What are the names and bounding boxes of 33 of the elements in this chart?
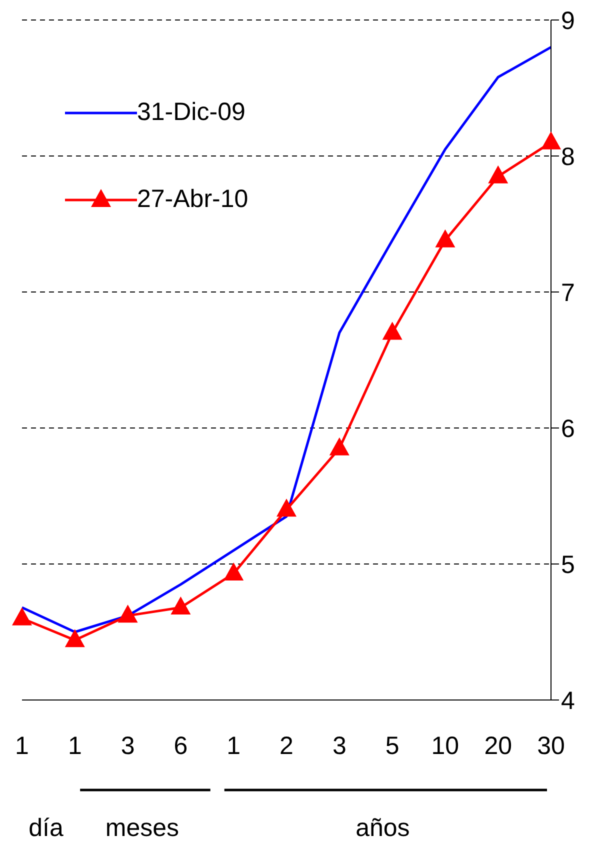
x-tick-label: 3 bbox=[120, 732, 135, 760]
x-tick-label: 10 bbox=[431, 732, 460, 760]
text: día bbox=[28, 814, 64, 841]
point bbox=[382, 322, 402, 340]
point bbox=[12, 607, 32, 626]
y-tick-label: 5 bbox=[561, 550, 575, 579]
x-tick-label: 1 bbox=[226, 732, 241, 760]
x-tick-label: 3 bbox=[332, 732, 346, 760]
point bbox=[541, 131, 561, 150]
text: años bbox=[356, 814, 410, 841]
x-tick-label: 1 bbox=[68, 732, 82, 760]
y-tick-label: 4 bbox=[561, 686, 575, 715]
x-tick-label: 20 bbox=[484, 732, 512, 760]
point bbox=[276, 498, 296, 517]
legend-label: 31-Dic-09 bbox=[137, 98, 246, 127]
point bbox=[170, 596, 191, 615]
y-tick-label: 7 bbox=[561, 278, 575, 307]
point bbox=[329, 437, 350, 456]
x-tick-label: 30 bbox=[537, 732, 565, 760]
text: meses bbox=[105, 814, 180, 841]
point bbox=[435, 229, 456, 248]
x-tick-label: 5 bbox=[385, 732, 400, 760]
x-tick-label: 6 bbox=[174, 732, 188, 760]
point bbox=[488, 165, 508, 184]
y-tick-label: 8 bbox=[561, 142, 575, 171]
y-tick-label: 6 bbox=[561, 414, 575, 443]
point bbox=[64, 629, 85, 648]
x-tick-label: 1 bbox=[15, 732, 29, 760]
point bbox=[118, 604, 138, 623]
legend-label: 27-Abr-10 bbox=[137, 185, 248, 214]
x-tick-label: 2 bbox=[280, 732, 294, 760]
y-tick-label: 9 bbox=[561, 6, 575, 35]
point bbox=[224, 562, 244, 581]
